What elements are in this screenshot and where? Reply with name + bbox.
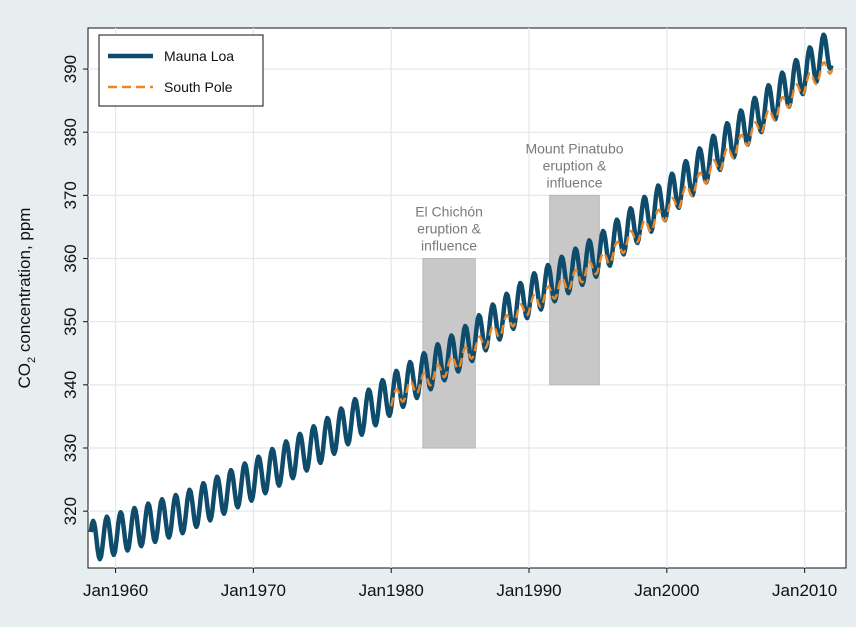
legend-box [98, 34, 264, 107]
series-lines [88, 32, 834, 562]
x-tick-label: Jan1990 [496, 581, 561, 600]
y-tick-label: 370 [61, 181, 80, 209]
annotation-label: El Chichón [415, 204, 483, 220]
y-tick-label: 360 [61, 244, 80, 272]
y-tick-label: 390 [61, 55, 80, 83]
y-tick-label: 320 [61, 497, 80, 525]
legend-entry: South Pole [164, 79, 233, 95]
annotation-label: influence [421, 238, 477, 254]
legend-entry: Mauna Loa [164, 48, 234, 64]
x-tick-label: Jan1970 [221, 581, 286, 600]
annotation-label: eruption & [417, 221, 481, 237]
annotation-label: influence [546, 174, 602, 190]
y-tick-label: 350 [61, 307, 80, 335]
y-tick-label: 340 [61, 371, 80, 399]
y-tick-label: 380 [61, 118, 80, 146]
y-axis-title: CO2 concentration, ppm [15, 208, 38, 389]
y-tick-label: 330 [61, 434, 80, 462]
axes: Jan1960 Jan1970 Jan1980 Jan1990 Jan2000 Jan20… [61, 55, 837, 600]
annotation-label: eruption & [543, 157, 607, 173]
series-mauna-loa-line [88, 32, 834, 562]
series-south-pole-line [390, 61, 834, 407]
x-tick-label: Jan2000 [634, 581, 699, 600]
annotation-label: Mount Pinatubo [525, 140, 623, 156]
x-tick-label: Jan1980 [359, 581, 424, 600]
x-tick-label: Jan1960 [83, 581, 148, 600]
x-tick-label: Jan2010 [772, 581, 837, 600]
legend: Mauna Loa South Pole [98, 34, 264, 107]
